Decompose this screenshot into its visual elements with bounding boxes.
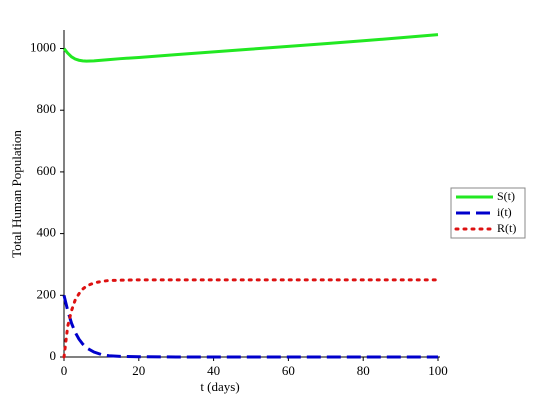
legend-label: i(t) [497, 205, 512, 219]
x-axis-label: t (days) [200, 379, 239, 394]
series-line [62, 294, 438, 359]
x-tick-label: 100 [428, 363, 448, 378]
x-tick-label: 60 [282, 363, 295, 378]
x-tick-label: 80 [357, 363, 370, 378]
legend-label: S(t) [497, 189, 515, 203]
y-tick-label: 800 [37, 101, 57, 116]
x-tick-label: 20 [132, 363, 145, 378]
series-line [62, 278, 440, 359]
series-line [62, 33, 439, 63]
y-tick-label: 200 [37, 286, 57, 301]
y-tick-label: 1000 [30, 39, 56, 54]
y-axis-label: Total Human Population [9, 130, 24, 258]
x-tick-label: 40 [207, 363, 220, 378]
legend-label: R(t) [497, 221, 516, 235]
x-tick-label: 0 [61, 363, 68, 378]
y-tick-label: 600 [37, 163, 57, 178]
y-tick-label: 0 [50, 348, 57, 363]
y-tick-label: 400 [37, 225, 57, 240]
